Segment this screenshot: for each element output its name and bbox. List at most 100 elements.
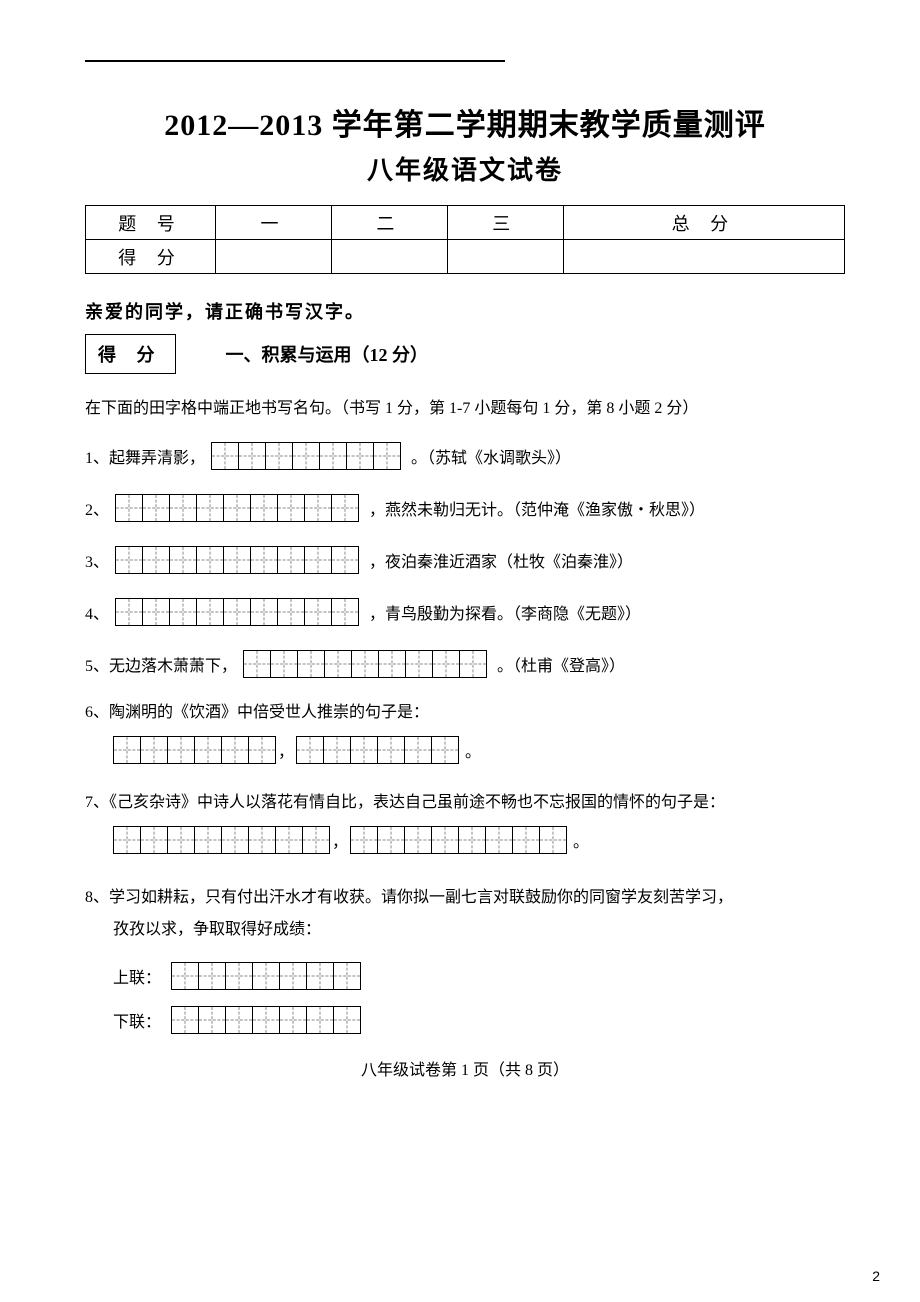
- tianzi-cell[interactable]: [333, 962, 361, 990]
- tianzi-cell[interactable]: [304, 546, 332, 574]
- tianzi-cell[interactable]: [331, 546, 359, 574]
- tianzi-grid[interactable]: [113, 826, 330, 854]
- tianzi-cell[interactable]: [250, 598, 278, 626]
- tianzi-cell[interactable]: [458, 826, 486, 854]
- tianzi-cell[interactable]: [196, 598, 224, 626]
- tianzi-grid[interactable]: [171, 1006, 361, 1034]
- tianzi-cell[interactable]: [306, 962, 334, 990]
- tianzi-cell[interactable]: [142, 546, 170, 574]
- tianzi-cell[interactable]: [115, 546, 143, 574]
- tianzi-cell[interactable]: [539, 826, 567, 854]
- tianzi-grid[interactable]: [350, 826, 567, 854]
- tianzi-cell[interactable]: [167, 736, 195, 764]
- tianzi-cell[interactable]: [169, 598, 197, 626]
- tianzi-cell[interactable]: [140, 826, 168, 854]
- tianzi-cell[interactable]: [431, 736, 459, 764]
- tianzi-cell[interactable]: [223, 546, 251, 574]
- tianzi-cell[interactable]: [346, 442, 374, 470]
- tianzi-cell[interactable]: [196, 494, 224, 522]
- tianzi-cell[interactable]: [225, 1006, 253, 1034]
- tianzi-grid[interactable]: [115, 598, 359, 626]
- tianzi-cell[interactable]: [142, 598, 170, 626]
- tianzi-cell[interactable]: [169, 494, 197, 522]
- td-total[interactable]: [563, 240, 844, 274]
- tianzi-cell[interactable]: [297, 650, 325, 678]
- tianzi-cell[interactable]: [198, 962, 226, 990]
- tianzi-cell[interactable]: [331, 494, 359, 522]
- tianzi-cell[interactable]: [277, 546, 305, 574]
- tianzi-cell[interactable]: [431, 826, 459, 854]
- tianzi-cell[interactable]: [250, 494, 278, 522]
- tianzi-cell[interactable]: [404, 826, 432, 854]
- tianzi-grid[interactable]: [115, 546, 359, 574]
- tianzi-cell[interactable]: [279, 962, 307, 990]
- td-col3[interactable]: [447, 240, 563, 274]
- tianzi-cell[interactable]: [252, 962, 280, 990]
- tianzi-cell[interactable]: [323, 736, 351, 764]
- tianzi-cell[interactable]: [221, 826, 249, 854]
- tianzi-cell[interactable]: [292, 442, 320, 470]
- td-col2[interactable]: [331, 240, 447, 274]
- tianzi-cell[interactable]: [333, 1006, 361, 1034]
- tianzi-cell[interactable]: [331, 598, 359, 626]
- tianzi-cell[interactable]: [404, 736, 432, 764]
- tianzi-cell[interactable]: [350, 736, 378, 764]
- tianzi-cell[interactable]: [248, 826, 276, 854]
- tianzi-cell[interactable]: [306, 1006, 334, 1034]
- tianzi-cell[interactable]: [248, 736, 276, 764]
- tianzi-cell[interactable]: [252, 1006, 280, 1034]
- tianzi-cell[interactable]: [223, 494, 251, 522]
- tianzi-cell[interactable]: [405, 650, 433, 678]
- tianzi-cell[interactable]: [194, 826, 222, 854]
- tianzi-cell[interactable]: [238, 442, 266, 470]
- tianzi-cell[interactable]: [198, 1006, 226, 1034]
- tianzi-cell[interactable]: [142, 494, 170, 522]
- tianzi-cell[interactable]: [169, 546, 197, 574]
- tianzi-cell[interactable]: [351, 650, 379, 678]
- tianzi-cell[interactable]: [277, 494, 305, 522]
- tianzi-cell[interactable]: [319, 442, 347, 470]
- tianzi-cell[interactable]: [223, 598, 251, 626]
- tianzi-cell[interactable]: [304, 494, 332, 522]
- tianzi-cell[interactable]: [221, 736, 249, 764]
- tianzi-cell[interactable]: [115, 598, 143, 626]
- tianzi-grid[interactable]: [171, 962, 361, 990]
- tianzi-cell[interactable]: [113, 736, 141, 764]
- tianzi-cell[interactable]: [377, 826, 405, 854]
- tianzi-cell[interactable]: [194, 736, 222, 764]
- tianzi-cell[interactable]: [243, 650, 271, 678]
- tianzi-cell[interactable]: [378, 650, 406, 678]
- tianzi-cell[interactable]: [113, 826, 141, 854]
- tianzi-cell[interactable]: [140, 736, 168, 764]
- tianzi-cell[interactable]: [225, 962, 253, 990]
- tianzi-cell[interactable]: [115, 494, 143, 522]
- tianzi-grid[interactable]: [296, 736, 459, 764]
- tianzi-cell[interactable]: [171, 1006, 199, 1034]
- tianzi-cell[interactable]: [302, 826, 330, 854]
- tianzi-grid[interactable]: [113, 736, 276, 764]
- tianzi-cell[interactable]: [277, 598, 305, 626]
- tianzi-cell[interactable]: [265, 442, 293, 470]
- tianzi-cell[interactable]: [250, 546, 278, 574]
- tianzi-cell[interactable]: [350, 826, 378, 854]
- tianzi-cell[interactable]: [211, 442, 239, 470]
- tianzi-cell[interactable]: [304, 598, 332, 626]
- tianzi-cell[interactable]: [196, 546, 224, 574]
- tianzi-cell[interactable]: [171, 962, 199, 990]
- tianzi-cell[interactable]: [275, 826, 303, 854]
- tianzi-cell[interactable]: [324, 650, 352, 678]
- td-col1[interactable]: [216, 240, 332, 274]
- tianzi-cell[interactable]: [377, 736, 405, 764]
- tianzi-grid[interactable]: [243, 650, 487, 678]
- tianzi-cell[interactable]: [432, 650, 460, 678]
- tianzi-cell[interactable]: [512, 826, 540, 854]
- tianzi-cell[interactable]: [485, 826, 513, 854]
- tianzi-cell[interactable]: [270, 650, 298, 678]
- tianzi-grid[interactable]: [115, 494, 359, 522]
- tianzi-cell[interactable]: [296, 736, 324, 764]
- tianzi-cell[interactable]: [279, 1006, 307, 1034]
- tianzi-grid[interactable]: [211, 442, 401, 470]
- tianzi-cell[interactable]: [167, 826, 195, 854]
- tianzi-cell[interactable]: [459, 650, 487, 678]
- tianzi-cell[interactable]: [373, 442, 401, 470]
